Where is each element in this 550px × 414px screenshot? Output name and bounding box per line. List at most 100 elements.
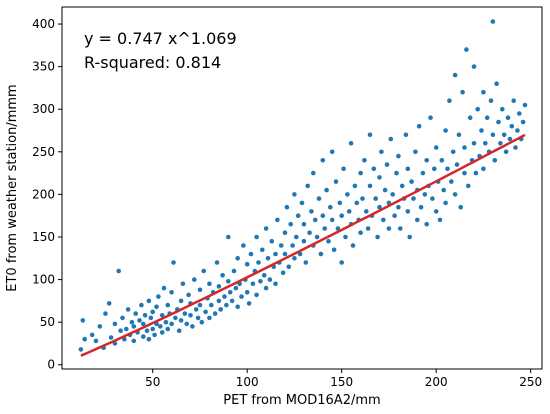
data-point bbox=[441, 187, 447, 193]
data-point bbox=[432, 166, 437, 172]
data-point bbox=[386, 226, 392, 231]
data-point bbox=[192, 277, 197, 282]
data-point bbox=[108, 335, 114, 340]
data-point bbox=[399, 183, 405, 189]
data-point bbox=[244, 290, 250, 295]
data-point bbox=[481, 89, 486, 95]
data-point bbox=[443, 200, 448, 206]
data-point bbox=[358, 230, 363, 235]
data-point bbox=[312, 217, 318, 223]
data-point bbox=[452, 72, 458, 78]
data-point bbox=[311, 170, 316, 176]
data-point bbox=[178, 298, 184, 304]
scatter-points bbox=[78, 19, 528, 352]
data-point bbox=[218, 307, 223, 312]
x-tick-label: 100 bbox=[236, 375, 259, 389]
data-point bbox=[484, 115, 490, 120]
data-point bbox=[505, 115, 511, 120]
data-point bbox=[324, 187, 329, 193]
data-point bbox=[471, 64, 477, 69]
data-point bbox=[141, 334, 146, 339]
data-point bbox=[501, 132, 507, 138]
data-point bbox=[490, 19, 496, 24]
data-point bbox=[460, 89, 465, 95]
data-point bbox=[415, 217, 420, 223]
data-point bbox=[171, 260, 176, 265]
data-point bbox=[201, 268, 206, 274]
data-point bbox=[418, 204, 424, 210]
data-point bbox=[267, 277, 273, 282]
data-point bbox=[447, 98, 452, 103]
data-point bbox=[456, 132, 462, 138]
data-point bbox=[176, 328, 182, 334]
data-point bbox=[165, 326, 171, 332]
data-point bbox=[328, 204, 333, 210]
data-point bbox=[318, 251, 324, 257]
data-point bbox=[509, 123, 515, 129]
data-point bbox=[377, 175, 382, 180]
data-point bbox=[144, 328, 150, 334]
data-point bbox=[284, 204, 290, 210]
data-point bbox=[112, 321, 118, 327]
data-point bbox=[439, 158, 445, 163]
data-point bbox=[241, 243, 246, 248]
data-point bbox=[82, 336, 87, 342]
data-point bbox=[350, 243, 356, 248]
y-tick-label: 150 bbox=[32, 230, 55, 244]
data-point bbox=[498, 141, 503, 146]
data-point bbox=[407, 234, 413, 240]
data-point bbox=[430, 196, 435, 201]
data-point bbox=[449, 179, 454, 184]
data-point bbox=[373, 196, 379, 201]
data-point bbox=[146, 298, 152, 304]
data-point bbox=[314, 234, 320, 240]
data-point bbox=[343, 234, 348, 240]
data-point bbox=[492, 158, 498, 163]
data-point bbox=[142, 313, 148, 318]
data-point bbox=[367, 132, 373, 138]
data-point bbox=[513, 145, 518, 150]
data-point bbox=[403, 132, 409, 138]
data-point bbox=[348, 141, 354, 146]
data-point bbox=[301, 238, 307, 244]
y-tick-label: 250 bbox=[32, 145, 55, 159]
data-point bbox=[233, 285, 239, 291]
data-point bbox=[362, 158, 367, 163]
data-point bbox=[256, 260, 261, 265]
data-point bbox=[80, 318, 86, 323]
data-point bbox=[290, 243, 295, 248]
data-point bbox=[231, 268, 237, 274]
data-point bbox=[394, 170, 399, 176]
data-point bbox=[450, 149, 456, 155]
data-point bbox=[305, 183, 311, 189]
data-point bbox=[381, 217, 386, 223]
data-point bbox=[341, 166, 346, 172]
data-point bbox=[433, 145, 439, 150]
data-point bbox=[244, 261, 250, 267]
data-point bbox=[156, 294, 161, 299]
plot-area bbox=[61, 6, 543, 370]
data-point bbox=[261, 273, 267, 278]
data-point bbox=[405, 209, 411, 214]
x-tick-label: 200 bbox=[425, 375, 448, 389]
y-tick-label: 50 bbox=[40, 315, 55, 329]
data-point bbox=[352, 183, 358, 189]
data-point bbox=[260, 247, 265, 253]
data-point bbox=[106, 301, 112, 306]
data-point bbox=[507, 136, 513, 142]
data-point bbox=[120, 315, 125, 321]
data-point bbox=[116, 268, 121, 274]
data-point bbox=[186, 292, 191, 298]
data-point bbox=[346, 209, 352, 214]
data-point bbox=[301, 221, 307, 227]
data-point bbox=[496, 119, 501, 125]
data-point bbox=[273, 251, 278, 257]
data-point bbox=[158, 324, 163, 329]
data-point bbox=[263, 226, 269, 231]
x-tick-label: 50 bbox=[145, 375, 160, 389]
data-point bbox=[124, 326, 129, 332]
data-point bbox=[416, 123, 422, 129]
data-point bbox=[390, 192, 396, 197]
y-tick-label: 350 bbox=[32, 60, 55, 74]
data-point bbox=[159, 313, 165, 318]
